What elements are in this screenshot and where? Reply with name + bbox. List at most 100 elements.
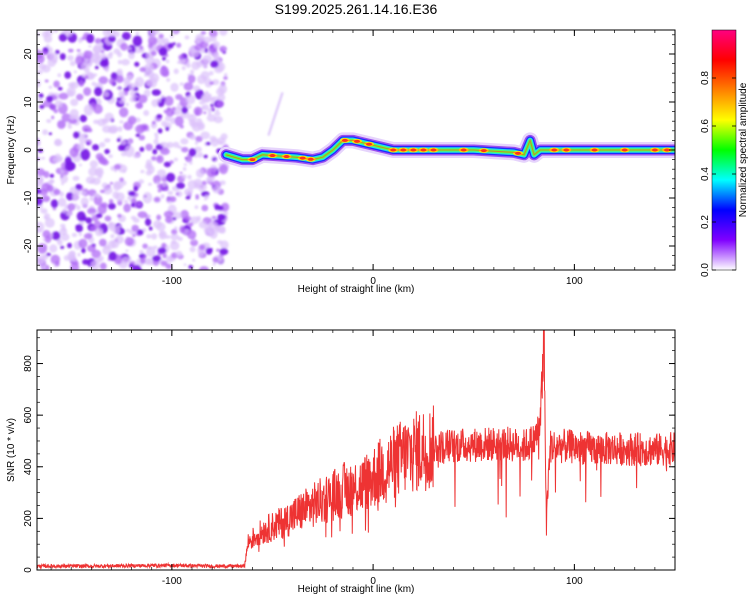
noise-blob [198,251,204,257]
noise-blob [133,153,139,159]
noise-blob [100,50,105,54]
noise-blob [64,30,74,37]
noise-blob [133,185,139,192]
noise-blob [38,63,47,70]
noise-blob [171,240,177,245]
noise-blob [202,63,208,69]
noise-blob [64,161,75,172]
noise-blob [91,81,97,86]
noise-blob [104,215,112,222]
noise-blob [185,195,191,200]
noise-blob [126,74,133,81]
noise-blob [53,80,60,88]
noise-blob [37,79,41,88]
noise-blob [190,69,195,74]
noise-blob [37,97,43,103]
noise-blob [190,72,194,76]
noise-blob [199,124,205,128]
noise-blob [88,45,92,48]
noise-blob [136,202,142,207]
noise-blob [48,85,53,89]
noise-blob [55,49,60,55]
noise-blob [117,144,126,151]
noise-blob [219,226,226,234]
noise-blob [158,47,168,57]
noise-blob [137,211,148,219]
noise-blob [146,246,156,258]
noise-blob [86,33,95,44]
noise-blob [137,94,148,104]
noise-blob [135,102,143,109]
noise-blob [37,53,45,64]
noise-blob [201,105,206,110]
noise-blob [76,118,81,121]
spectrogram-ylabel: Frequency (Hz) [6,116,17,185]
noise-blob [120,93,124,96]
noise-blob [135,133,140,137]
noise-blob [78,232,82,236]
noise-blob [164,235,171,239]
ridge-core [226,138,675,161]
y-tick-label: 10 [23,96,34,108]
noise-blob [184,35,190,40]
noise-blob [152,148,158,155]
noise-blob [98,230,103,235]
noise-blob [42,129,48,136]
noise-blob [80,215,87,222]
noise-blob [204,78,213,88]
noise-blob [195,135,203,143]
colorbar-gradient [711,29,737,271]
noise-blob [84,66,90,73]
noise-blob [78,163,83,167]
noise-blob [160,147,170,155]
noise-blob [51,231,61,241]
noise-blob [157,247,167,254]
noise-blob [144,218,152,226]
noise-blob [210,105,215,111]
noise-blob [131,198,137,204]
noise-blob [50,199,59,208]
noise-blob [104,148,110,155]
noise-blob [37,197,43,206]
noise-blob [49,173,55,178]
noise-blob [201,184,205,187]
noise-blob [99,142,106,148]
y-tick-label: -10 [23,190,34,205]
noise-blob [220,48,224,53]
noise-blob [82,259,90,265]
noise-blob [50,104,57,111]
noise-blob [125,249,129,253]
colorbar-tick-label: 0.8 [700,71,711,85]
spectrogram-xlabel: Height of straight line (km) [298,284,415,295]
noise-blob [176,42,182,48]
noise-blob [201,204,209,212]
noise-blob [62,208,67,214]
noise-blob [195,194,200,198]
noise-blob [173,212,182,219]
noise-blob [190,216,200,224]
noise-blob [44,79,49,83]
noise-blob [125,102,129,107]
noise-blob [119,177,124,183]
noise-blob [53,30,58,33]
noise-blob [139,45,144,50]
noise-blob [102,30,111,37]
noise-blob [128,263,134,268]
noise-blob [196,60,204,68]
noise-blob [108,251,117,261]
noise-blob [94,65,99,70]
noise-blob [165,126,170,132]
noise-blob [203,111,207,115]
y-tick-label: 400 [23,458,34,475]
noise-blob [131,224,139,232]
noise-blob [224,73,228,77]
noise-blob [127,115,137,125]
noise-blob [64,71,72,79]
noise-blob [92,144,100,151]
noise-blob [77,252,81,257]
noise-blob [160,142,165,146]
noise-blob [41,31,49,38]
noise-blob [196,39,201,44]
colorbar: 0.0 0.2 0.4 0.6 0.8 Normalized spectral ampl… [700,29,749,277]
